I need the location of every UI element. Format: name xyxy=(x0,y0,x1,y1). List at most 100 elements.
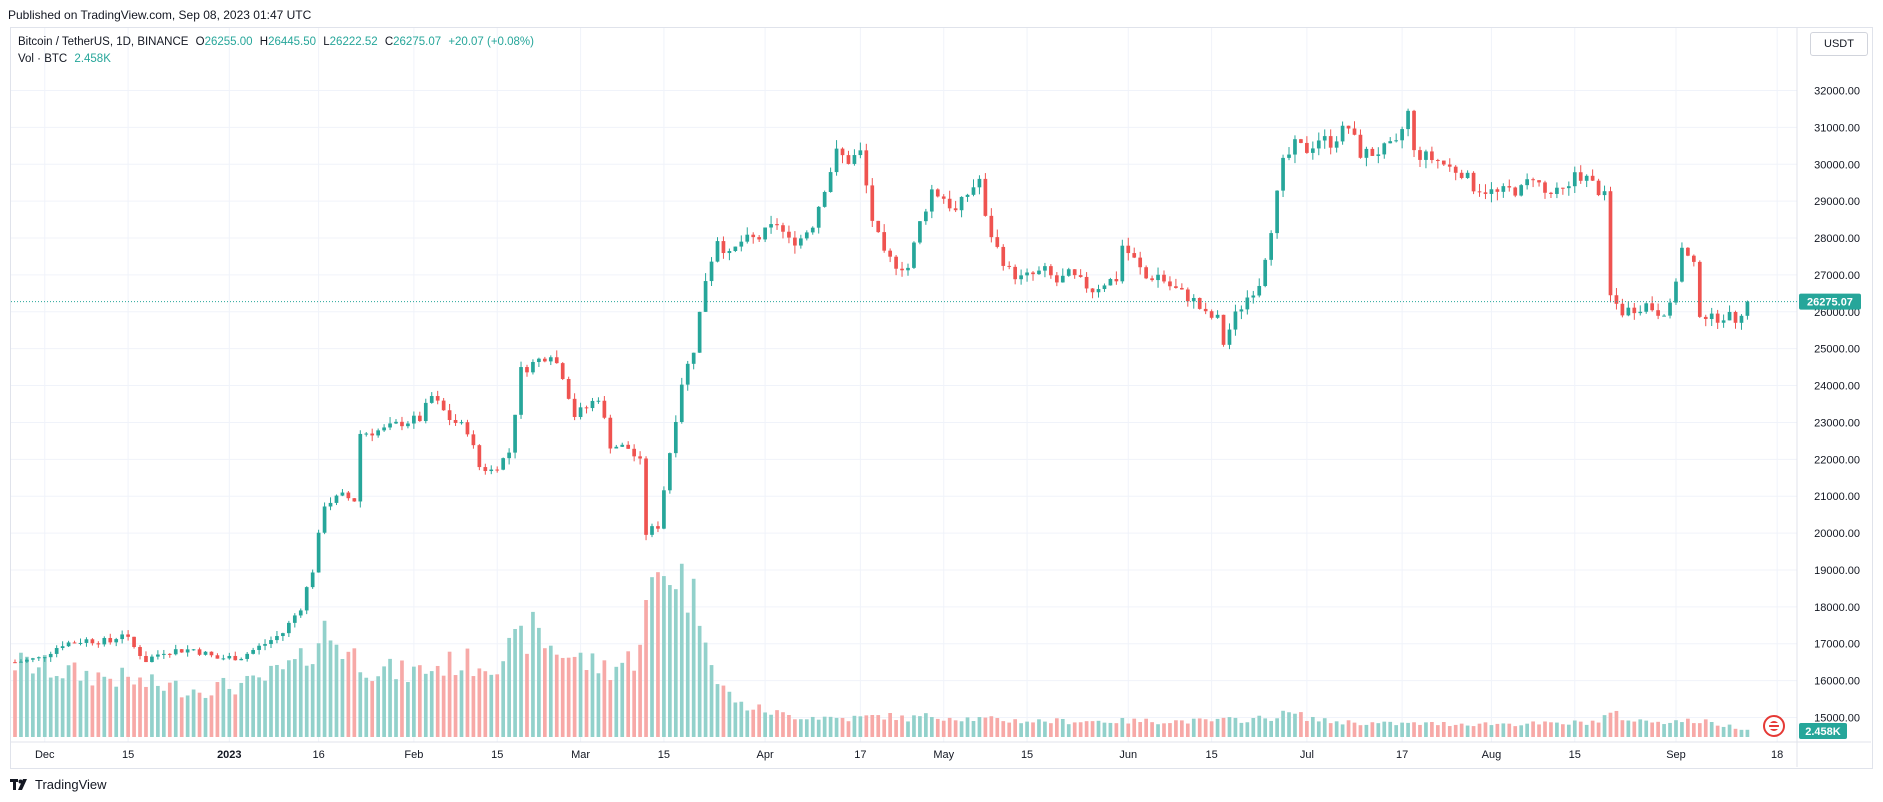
candle-body xyxy=(292,615,297,623)
volume-bar xyxy=(1180,720,1184,737)
volume-bar xyxy=(1233,717,1238,737)
volume-bar xyxy=(1680,722,1684,737)
candle-body xyxy=(281,633,285,637)
x-tick-label: 15 xyxy=(658,749,670,761)
candle-body xyxy=(275,636,279,641)
currency-button[interactable]: USDT xyxy=(1810,32,1868,56)
y-tick-label: 31000.00 xyxy=(1814,122,1860,134)
low-label: L xyxy=(323,36,330,48)
volume-bar xyxy=(787,714,791,737)
volume-bar xyxy=(1412,722,1416,737)
volume-bar xyxy=(1019,723,1023,737)
candle-body xyxy=(1233,311,1238,330)
volume-label[interactable]: Vol · BTC xyxy=(18,53,68,65)
candle-body xyxy=(1191,297,1196,302)
volume-bar xyxy=(239,682,244,737)
volume-bar xyxy=(935,718,940,737)
volume-bar xyxy=(929,717,934,737)
candle-body xyxy=(733,246,738,252)
candle-body xyxy=(709,261,714,282)
volume-bar xyxy=(1108,722,1113,737)
volume-bar xyxy=(400,660,404,737)
candle-body xyxy=(572,398,577,417)
volume-bar xyxy=(227,688,232,737)
volume-bar xyxy=(1150,722,1154,737)
tradingview-brand[interactable]: TradingView xyxy=(10,777,107,792)
volume-bar xyxy=(1715,725,1720,737)
volume-bar xyxy=(90,685,95,737)
y-tick-label: 19000.00 xyxy=(1814,565,1860,577)
volume-bar xyxy=(519,625,523,737)
candle-body xyxy=(1638,311,1643,314)
candle-body xyxy=(346,492,351,499)
volume-bar xyxy=(120,667,125,737)
volume-bar xyxy=(132,684,136,737)
y-tick-label: 28000.00 xyxy=(1814,233,1860,245)
volume-bar xyxy=(1596,722,1601,737)
volume-bar xyxy=(721,685,726,737)
volume-bar xyxy=(531,611,535,737)
candle-body xyxy=(531,362,535,373)
volume-bar xyxy=(382,666,386,737)
candle-body xyxy=(1471,172,1476,192)
candle-body xyxy=(245,653,250,659)
candle-body xyxy=(1662,315,1666,317)
us-flag-icon[interactable] xyxy=(1763,715,1785,737)
volume-bar xyxy=(1632,721,1637,737)
candle-body xyxy=(144,655,148,663)
volume-bar xyxy=(417,665,422,737)
volume-bar xyxy=(1072,722,1077,737)
candle-body xyxy=(1019,275,1023,280)
volume-bar xyxy=(769,714,773,737)
volume-bar xyxy=(1436,725,1440,737)
candle-body xyxy=(36,657,41,659)
candle-body xyxy=(1418,150,1422,160)
candle-body xyxy=(1114,279,1119,282)
volume-bar xyxy=(798,719,803,737)
volume-bar xyxy=(673,589,678,737)
volume-bar xyxy=(894,720,898,737)
volume-bar xyxy=(358,672,363,737)
volume-bar xyxy=(924,713,928,737)
volume-bar xyxy=(1352,722,1357,737)
candle-body xyxy=(388,423,392,428)
volume-bar xyxy=(834,717,839,737)
change-value: +20.07 (+0.08%) xyxy=(448,36,534,48)
volume-bar xyxy=(668,585,672,737)
volume-bar xyxy=(78,680,83,737)
ohlc-row: Bitcoin / TetherUS, 1D, BINANCE O26255.0… xyxy=(18,34,534,51)
candle-body xyxy=(1227,329,1232,345)
volume-bar xyxy=(209,695,214,737)
volume-bar xyxy=(602,660,607,737)
candle-body xyxy=(644,458,648,535)
volume-bar xyxy=(1662,724,1666,737)
candle-body xyxy=(394,421,398,424)
candle-body xyxy=(19,661,23,663)
candle-body xyxy=(798,238,803,246)
volume-bar xyxy=(1501,723,1506,737)
candle-body xyxy=(1459,172,1464,178)
volume-bar xyxy=(870,714,875,737)
candle-body xyxy=(858,150,863,156)
symbol-title[interactable]: Bitcoin / TetherUS, 1D, BINANCE xyxy=(18,36,189,48)
volume-bar xyxy=(1316,721,1321,737)
x-tick-label: 15 xyxy=(1205,749,1217,761)
candle-body xyxy=(834,148,839,173)
open-value: 26255.00 xyxy=(204,36,253,48)
volume-bar xyxy=(167,682,172,737)
volume-bar xyxy=(48,677,53,737)
candle-body xyxy=(668,453,672,491)
candle-body xyxy=(1614,295,1619,304)
volume-bar xyxy=(822,716,827,737)
chart-frame[interactable] xyxy=(10,27,1873,769)
volume-bar xyxy=(1626,720,1631,737)
candle-body xyxy=(1102,285,1107,290)
candle-body xyxy=(1412,110,1416,151)
volume-bar xyxy=(554,654,559,737)
volume-bar xyxy=(1162,723,1166,737)
candle-body xyxy=(126,634,130,637)
candle-body xyxy=(989,215,994,238)
volume-bar xyxy=(1733,728,1738,737)
candle-body xyxy=(429,396,434,403)
